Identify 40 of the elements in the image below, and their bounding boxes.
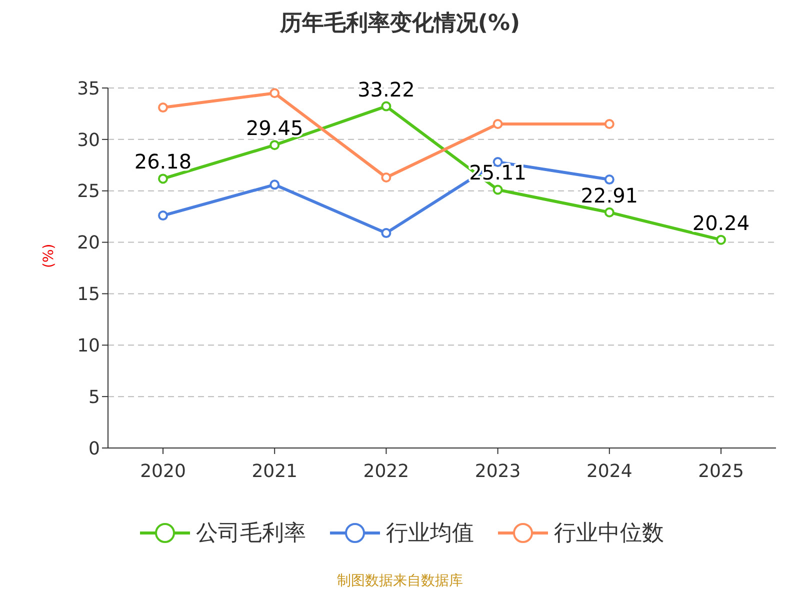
data-label: 33.22 [358, 77, 415, 102]
chart-title: 历年毛利率变化情况(%) [278, 10, 522, 38]
x-tick-label: 2021 [252, 460, 298, 482]
point [604, 207, 614, 218]
x-tick-label: 2025 [698, 460, 744, 482]
x-tick-label: 2022 [363, 460, 410, 482]
point [381, 172, 392, 182]
data-label: 29.45 [246, 116, 304, 140]
point [492, 119, 503, 129]
y-tick-label: 30 [77, 130, 100, 151]
legend-label: 行业均值 [386, 520, 474, 548]
y-tick-label: 25 [77, 181, 100, 202]
legend-label: 公司毛利率 [196, 520, 306, 548]
y-tick-label: 10 [77, 336, 100, 357]
x-tick-label: 2020 [140, 460, 186, 482]
data-label: 20.24 [692, 210, 750, 235]
point [270, 140, 280, 150]
point [381, 228, 392, 238]
y-tick-label: 0 [88, 438, 100, 460]
point [604, 119, 614, 129]
point [158, 210, 168, 221]
point [270, 88, 280, 98]
y-tick-label: 5 [88, 386, 100, 408]
point [158, 174, 168, 184]
point [604, 174, 614, 185]
point [158, 102, 168, 113]
text: 制图数据来自数据库 [336, 572, 464, 590]
point [492, 184, 503, 195]
y-tick-label: 15 [77, 284, 100, 306]
y-tick-label: 35 [77, 78, 100, 100]
point [381, 101, 392, 112]
y-tick-label: 20 [77, 232, 100, 254]
y-axis-title: (%) [40, 244, 57, 268]
data-label: 22.91 [580, 183, 638, 208]
point [270, 180, 280, 190]
data-label: 26.18 [134, 150, 192, 174]
x-tick-label: 2024 [586, 460, 632, 482]
x-tick-label: 2023 [474, 460, 521, 482]
legend-label: 行业中位数 [554, 520, 664, 548]
point [716, 234, 726, 245]
